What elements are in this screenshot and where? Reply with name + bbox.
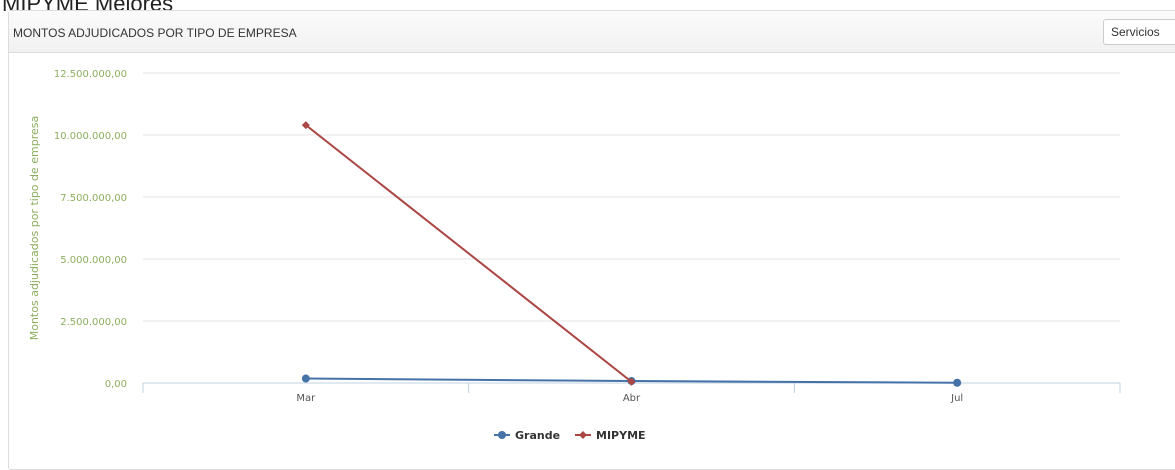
legend-label: Grande bbox=[515, 429, 560, 442]
legend: Grande MIPYME bbox=[494, 429, 646, 442]
line-chart: 0,00 2.500.000,00 5.000.000,00 7.500.000,00… bbox=[28, 69, 1121, 442]
x-axis: Mar Abr Jul bbox=[142, 382, 1121, 404]
legend-item-mipyme: MIPYME bbox=[575, 429, 646, 442]
legend-item-grande: Grande bbox=[494, 429, 560, 442]
legend-marker bbox=[498, 431, 506, 439]
panel-header: MONTOS ADJUDICADOS POR TIPO DE EMPRESA S… bbox=[9, 11, 1175, 53]
y-tick-label: 10.000.000,00 bbox=[54, 131, 127, 142]
data-point-grande bbox=[953, 378, 962, 387]
x-tick-label: Jul bbox=[950, 393, 963, 404]
y-tick-label: 5.000.000,00 bbox=[60, 255, 127, 266]
y-axis-label: Montos adjudicados por tipo de empresa bbox=[28, 116, 41, 341]
y-tick-label: 2.500.000,00 bbox=[60, 317, 127, 328]
x-tick-label: Mar bbox=[296, 393, 316, 404]
data-point-grande bbox=[301, 374, 310, 383]
servicios-dropdown-button[interactable]: Servicios bbox=[1103, 19, 1175, 45]
y-tick-label: 0,00 bbox=[105, 379, 127, 390]
data-point-mipyme bbox=[301, 121, 310, 130]
x-tick-label: Abr bbox=[623, 393, 641, 404]
panel-title: MONTOS ADJUDICADOS POR TIPO DE EMPRESA bbox=[13, 26, 297, 40]
legend-marker bbox=[579, 431, 587, 439]
series bbox=[301, 121, 962, 387]
series-line-mipyme bbox=[305, 124, 633, 383]
legend-label: MIPYME bbox=[596, 429, 646, 442]
y-tick-label: 12.500.000,00 bbox=[54, 69, 127, 80]
y-tick-label: 7.500.000,00 bbox=[60, 193, 127, 204]
data-point-mipyme bbox=[627, 377, 636, 386]
grid-lines bbox=[143, 72, 1120, 322]
y-axis: 0,00 2.500.000,00 5.000.000,00 7.500.000,00… bbox=[54, 69, 127, 390]
